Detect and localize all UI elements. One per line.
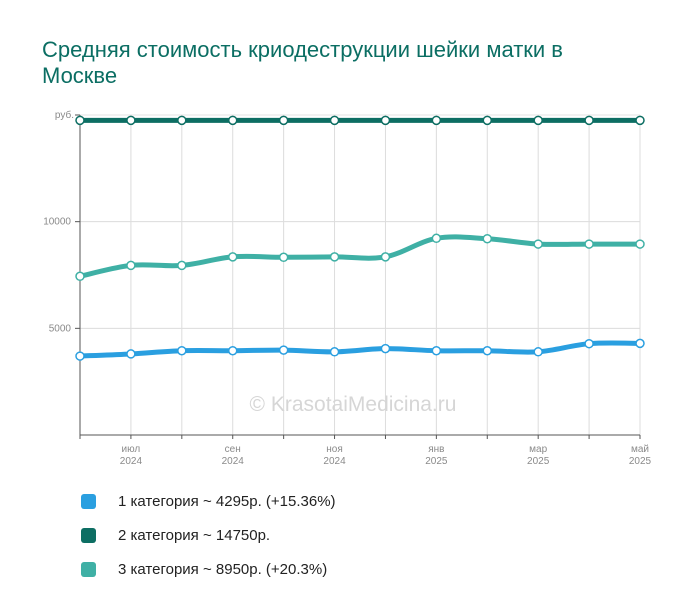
data-point [227,252,238,262]
x-tick-label-month: сен [225,444,241,455]
data-point [584,239,594,249]
x-tick-label-year: 2024 [120,456,143,467]
x-tick-label-month: ноя [326,444,343,455]
watermark: © KrasotaiMedicina.ru [250,393,457,416]
data-point [227,115,238,126]
series-3 [75,233,645,282]
data-point [482,233,493,244]
chart-tick-labels: руб.500010000июл2024сен2024ноя2024янв202… [43,109,651,467]
chart-series [75,115,645,361]
legend-label-2: 2 категория ~ 14750р. [118,526,271,544]
legend-swatch-3 [81,561,96,577]
data-point [635,239,645,249]
data-point [75,115,85,126]
x-tick-label-month: май [631,444,649,455]
x-tick-label-year: 2024 [222,456,245,467]
chart-grid [80,114,641,435]
legend-item-1[interactable]: 1 категория ~ 4295р. (+15.36%) [81,484,336,518]
data-point [329,347,340,357]
x-tick-label-year: 2025 [629,456,652,467]
x-tick-label-month: мар [529,444,547,455]
x-tick-label-year: 2025 [425,456,448,467]
data-point [126,349,136,359]
data-point [482,345,493,356]
x-tick-label-month: июл [122,444,141,455]
data-point [75,351,85,361]
data-point [278,115,289,126]
data-point [584,115,594,126]
data-point [635,115,645,126]
data-point [177,345,187,356]
data-point [584,338,594,349]
data-point [380,343,391,354]
y-tick-label: 10000 [43,217,71,228]
data-point [278,345,289,355]
x-tick-label-year: 2024 [323,456,346,467]
series-line [77,234,643,279]
chart-axes [75,114,641,439]
x-tick-label-month: янв [428,444,444,455]
series-line [77,340,643,359]
data-point [177,115,187,126]
data-point [380,252,391,262]
legend-swatch-1 [81,493,96,509]
data-point [533,239,543,249]
data-point [75,271,85,282]
legend-swatch-2 [81,527,96,543]
data-point [533,115,543,126]
chart-legend: 1 категория ~ 4295р. (+15.36%) 2 категор… [81,484,336,586]
legend-label-3: 3 категория ~ 8950р. (+20.3%) [118,560,328,578]
data-point [482,115,493,126]
data-point [635,338,645,349]
x-tick-label-year: 2025 [527,456,550,467]
chart-title: Средняя стоимость криодеструкции шейки м… [42,37,563,88]
series-1 [75,338,645,361]
data-point [126,115,136,126]
data-point [431,345,442,356]
data-point [431,233,442,244]
data-point [380,115,391,126]
data-point [533,347,543,357]
data-point [126,260,136,271]
series-2 [75,115,645,126]
data-point [278,252,289,263]
data-point [431,115,442,126]
y-unit-label: руб. [55,109,74,121]
data-point [177,260,187,271]
y-tick-label: 5000 [49,323,72,334]
legend-label-1: 1 категория ~ 4295р. (+15.36%) [118,492,336,510]
legend-item-2[interactable]: 2 категория ~ 14750р. [81,518,336,552]
data-point [227,345,238,356]
data-point [329,115,340,126]
data-point [329,252,340,262]
legend-item-3[interactable]: 3 категория ~ 8950р. (+20.3%) [81,552,336,586]
